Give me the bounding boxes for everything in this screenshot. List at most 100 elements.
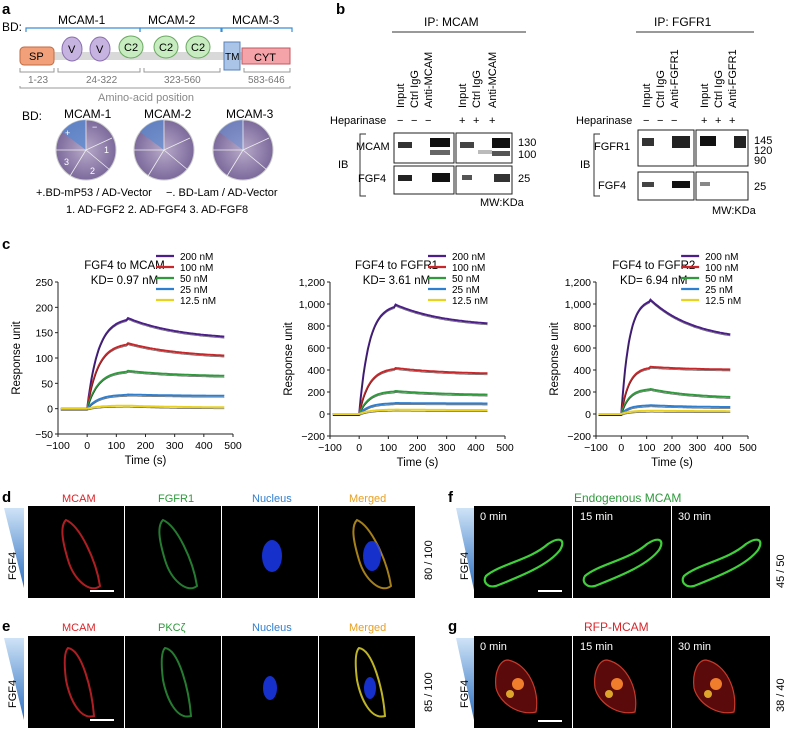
timelapse-row-g bbox=[474, 636, 770, 728]
tm-label: TM bbox=[225, 52, 239, 63]
kd-label: KD= 0.97 nM bbox=[91, 275, 158, 287]
svg-text:120: 120 bbox=[754, 145, 772, 157]
c2-label: C2 bbox=[124, 42, 138, 54]
y-tick-label: 1,000 bbox=[565, 299, 591, 311]
y-tick-label: 600 bbox=[307, 343, 325, 355]
svg-text:15 min: 15 min bbox=[580, 511, 613, 523]
y-tick-label: 250 bbox=[35, 277, 53, 289]
plate-title: MCAM-2 bbox=[144, 107, 192, 121]
c2-domain-icon bbox=[118, 35, 144, 59]
legend-entry: 25 nM bbox=[705, 285, 733, 296]
western-blot bbox=[393, 132, 513, 195]
sector-2: 2 bbox=[90, 166, 95, 176]
series-line bbox=[598, 409, 731, 415]
panel-label-b: b bbox=[336, 1, 345, 18]
svg-text:−: − bbox=[411, 115, 417, 127]
spr-chart: −200 0 200 400 600 800 1,000 1,200 −100 0 100 200 30… bbox=[549, 252, 757, 469]
tm-block bbox=[223, 41, 241, 71]
svg-text:FGFR1: FGFR1 bbox=[158, 493, 194, 505]
x-tick-label: 100 bbox=[638, 442, 656, 454]
lane-label: Ctrl IgG bbox=[471, 70, 483, 108]
ip-title: IP: MCAM bbox=[424, 15, 479, 29]
lane-labels-2: Input Ctrl IgG Anti-FGFR1 Input Ctrl IgG… bbox=[641, 49, 739, 108]
sector-minus: − bbox=[92, 122, 97, 132]
heparinase-signs-1: − − − + + + bbox=[397, 115, 495, 127]
micrograph-row-d bbox=[28, 506, 415, 598]
series-line bbox=[332, 366, 488, 415]
y-axis-label: Response unit bbox=[283, 321, 295, 395]
panel-label-e: e bbox=[2, 618, 10, 635]
y-tick-label: 200 bbox=[307, 387, 325, 399]
y-tick-label: 0 bbox=[585, 409, 591, 421]
side-label: FGF4 bbox=[459, 680, 471, 708]
c2-domain-icon bbox=[153, 35, 179, 59]
y-tick-label: 150 bbox=[35, 328, 53, 340]
y-axis-label: Response unit bbox=[11, 320, 23, 394]
c2-label: C2 bbox=[159, 42, 173, 54]
ratio-label: 38 / 40 bbox=[775, 678, 786, 712]
svg-text:0 min: 0 min bbox=[480, 641, 507, 653]
y-tick-label: 1,200 bbox=[299, 277, 325, 289]
kd-label: KD= 6.94 nM bbox=[620, 275, 687, 287]
blot-row-label: FGF4 bbox=[598, 180, 626, 192]
v-domain-icon bbox=[89, 36, 111, 62]
plate-title: MCAM-3 bbox=[226, 107, 274, 121]
ib-bracket bbox=[593, 133, 600, 197]
x-axis-label: Time (s) bbox=[125, 455, 167, 467]
chart-title: FGF4 to FGFR2 bbox=[612, 260, 695, 272]
x-tick-label: 500 bbox=[224, 440, 242, 452]
series-line bbox=[332, 303, 488, 415]
domain-label: MCAM-3 bbox=[232, 13, 280, 27]
fit-line bbox=[598, 411, 731, 416]
x-tick-label: 500 bbox=[739, 442, 757, 454]
domain-brackets bbox=[25, 27, 293, 32]
time-labels-f: 0 min 15 min 30 min bbox=[480, 511, 711, 523]
svg-text:−: − bbox=[397, 115, 403, 127]
legend-positive: +.BD-mP53 / AD-Vector bbox=[36, 187, 152, 199]
timelapse-row-f bbox=[474, 506, 770, 598]
y-tick-label: 600 bbox=[573, 343, 591, 355]
gradient-triangle-icon bbox=[456, 638, 474, 720]
ratio-label: 85 / 100 bbox=[423, 672, 435, 712]
protein-backbone bbox=[20, 52, 290, 60]
y-tick-label: 200 bbox=[573, 387, 591, 399]
legend-entry: 50 nM bbox=[452, 274, 480, 285]
domain-label: MCAM-2 bbox=[148, 13, 196, 27]
y-tick-label: 1,000 bbox=[299, 299, 325, 311]
v-domain-icon bbox=[61, 36, 83, 62]
legend-entry: 50 nM bbox=[705, 274, 733, 285]
y-tick-label: 400 bbox=[307, 365, 325, 377]
heparinase-signs-2: − − − + + + bbox=[643, 115, 735, 127]
lane-label: Anti-MCAM bbox=[423, 52, 435, 108]
x-tick-label: 100 bbox=[380, 442, 398, 454]
legend-entry: 200 nM bbox=[705, 252, 738, 263]
panel-label-f: f bbox=[448, 489, 454, 506]
x-tick-label: 300 bbox=[438, 442, 456, 454]
ib-label: IB bbox=[580, 159, 590, 171]
svg-text:+: + bbox=[701, 115, 707, 127]
range-label: 24-322 bbox=[86, 75, 118, 86]
legend-entry: 200 nM bbox=[180, 252, 213, 263]
v-label: V bbox=[68, 44, 76, 56]
y-tick-label: 800 bbox=[307, 321, 325, 333]
fit-line bbox=[598, 300, 731, 416]
axis-bracket bbox=[19, 86, 291, 89]
svg-text:30 min: 30 min bbox=[678, 511, 711, 523]
x-tick-label: −100 bbox=[318, 442, 342, 454]
heparinase-label: Heparinase bbox=[576, 115, 632, 127]
sp-block bbox=[19, 46, 55, 66]
lane-label: Anti-FGFR1 bbox=[669, 49, 681, 108]
blot-row-label: FGFR1 bbox=[594, 141, 630, 153]
spr-chart: −200 0 200 400 600 800 1,000 1,200 −100 0 100 200 30… bbox=[283, 252, 514, 469]
svg-text:+: + bbox=[473, 115, 479, 127]
plates-bd-label: BD: bbox=[22, 109, 42, 123]
y-tick-label: −50 bbox=[35, 429, 53, 441]
c2-label: C2 bbox=[191, 42, 205, 54]
heparinase-label: Heparinase bbox=[330, 115, 386, 127]
fit-line bbox=[332, 305, 488, 416]
side-label: FGF4 bbox=[459, 552, 471, 580]
spr-chart: −50 0 50 100 150 200 250 −100 0 100 200 300 400 500 Ti… bbox=[11, 252, 242, 467]
lane-labels-1: Input Ctrl IgG Anti-MCAM Input Ctrl IgG … bbox=[395, 52, 499, 108]
side-label: FGF4 bbox=[7, 552, 19, 580]
blot-row-label: FGF4 bbox=[358, 173, 386, 185]
